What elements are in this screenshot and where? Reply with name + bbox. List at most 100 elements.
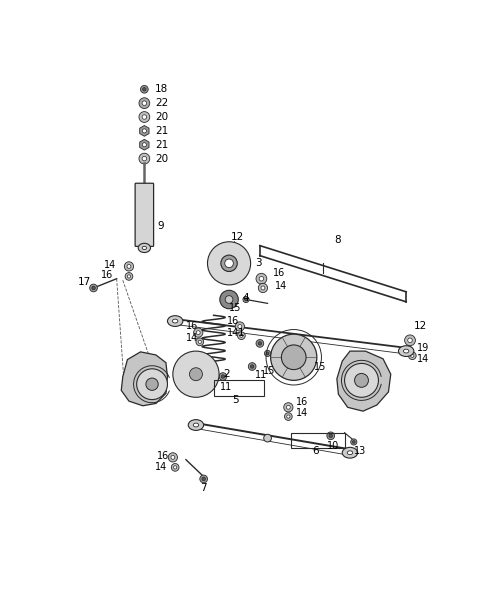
Circle shape <box>240 334 243 337</box>
Ellipse shape <box>168 316 183 326</box>
Circle shape <box>142 143 146 147</box>
Circle shape <box>139 98 150 109</box>
Circle shape <box>266 352 269 355</box>
Circle shape <box>327 432 335 440</box>
Text: 20: 20 <box>155 154 168 163</box>
Text: 18: 18 <box>155 84 168 94</box>
Circle shape <box>207 242 251 285</box>
Ellipse shape <box>193 423 199 427</box>
Text: 14: 14 <box>155 462 168 472</box>
Text: 11: 11 <box>220 382 232 391</box>
Text: 5: 5 <box>233 394 240 405</box>
Circle shape <box>196 338 204 346</box>
Text: 16: 16 <box>101 270 113 280</box>
Text: 16: 16 <box>273 268 285 277</box>
FancyBboxPatch shape <box>135 183 154 247</box>
Circle shape <box>256 339 264 347</box>
Circle shape <box>137 369 168 400</box>
Circle shape <box>220 290 238 309</box>
Text: 20: 20 <box>155 112 168 122</box>
Circle shape <box>284 403 293 412</box>
Circle shape <box>281 345 306 370</box>
Text: 6: 6 <box>312 446 319 456</box>
Ellipse shape <box>188 420 204 431</box>
Circle shape <box>142 101 146 106</box>
Circle shape <box>285 412 292 420</box>
Circle shape <box>143 87 146 91</box>
Circle shape <box>200 475 207 483</box>
Circle shape <box>142 129 146 133</box>
Text: 9: 9 <box>157 221 164 232</box>
Circle shape <box>264 434 271 442</box>
Circle shape <box>173 351 219 397</box>
Text: 14: 14 <box>104 260 116 270</box>
Polygon shape <box>337 351 391 411</box>
Ellipse shape <box>404 349 409 353</box>
Circle shape <box>146 378 158 390</box>
Text: 12: 12 <box>230 232 244 242</box>
Circle shape <box>258 342 262 345</box>
Circle shape <box>168 453 178 462</box>
Circle shape <box>243 297 249 303</box>
Text: 16: 16 <box>227 316 239 326</box>
Text: 16: 16 <box>186 321 198 332</box>
Text: 21: 21 <box>155 126 168 136</box>
Circle shape <box>411 354 414 358</box>
Circle shape <box>329 434 333 438</box>
Bar <box>214 380 264 396</box>
Text: 14: 14 <box>417 354 429 364</box>
Text: 2: 2 <box>223 369 229 379</box>
Circle shape <box>405 335 415 346</box>
Circle shape <box>221 375 225 378</box>
Text: 14: 14 <box>296 408 308 418</box>
Circle shape <box>142 156 146 161</box>
Circle shape <box>198 340 202 344</box>
Circle shape <box>141 86 148 93</box>
Polygon shape <box>140 139 149 150</box>
Circle shape <box>92 286 95 289</box>
Ellipse shape <box>138 243 151 253</box>
Circle shape <box>139 153 150 164</box>
Circle shape <box>142 115 146 119</box>
Circle shape <box>251 365 254 368</box>
Circle shape <box>139 112 150 122</box>
Circle shape <box>261 286 265 290</box>
Polygon shape <box>140 125 149 136</box>
Circle shape <box>355 373 369 387</box>
Circle shape <box>90 284 97 292</box>
Text: 14: 14 <box>227 327 239 338</box>
Text: 19: 19 <box>417 343 429 353</box>
Circle shape <box>259 276 264 281</box>
Circle shape <box>258 283 267 292</box>
Text: 14: 14 <box>186 333 198 343</box>
Text: 15: 15 <box>263 366 276 376</box>
Circle shape <box>351 439 357 445</box>
Text: 21: 21 <box>155 140 168 150</box>
Circle shape <box>127 265 131 268</box>
Circle shape <box>248 362 256 370</box>
Text: 16: 16 <box>296 397 308 407</box>
Text: 4: 4 <box>242 293 249 303</box>
Text: 17: 17 <box>78 277 91 287</box>
Ellipse shape <box>398 346 414 356</box>
Text: 22: 22 <box>155 98 168 108</box>
Circle shape <box>256 273 267 284</box>
Text: 8: 8 <box>335 235 341 245</box>
Circle shape <box>238 324 242 329</box>
Text: 7: 7 <box>200 483 207 493</box>
Polygon shape <box>121 352 168 406</box>
Ellipse shape <box>342 447 358 458</box>
Circle shape <box>245 298 247 301</box>
Circle shape <box>190 368 203 380</box>
Circle shape <box>219 373 227 380</box>
Circle shape <box>124 262 133 271</box>
Text: 3: 3 <box>255 258 262 268</box>
Text: 13: 13 <box>354 446 366 456</box>
Circle shape <box>271 334 317 380</box>
Text: 11: 11 <box>255 370 267 380</box>
Circle shape <box>174 466 177 469</box>
Circle shape <box>264 350 271 356</box>
Circle shape <box>196 330 200 335</box>
Circle shape <box>193 328 203 337</box>
Circle shape <box>225 295 233 303</box>
